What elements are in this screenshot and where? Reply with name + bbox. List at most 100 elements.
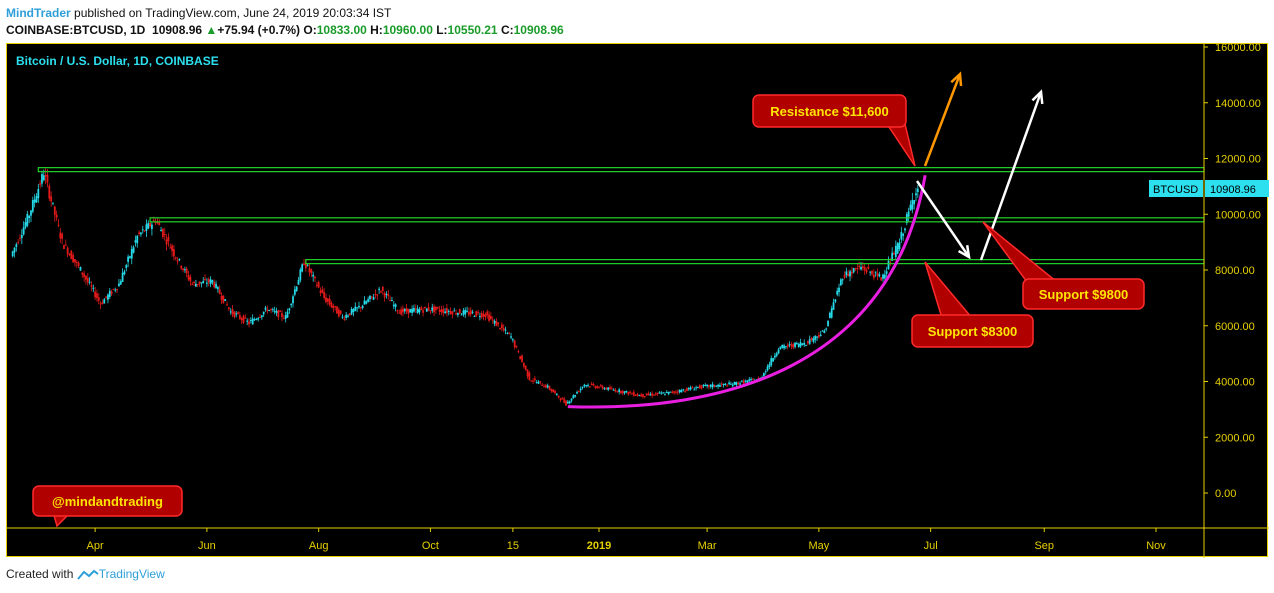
candle-body [213,282,216,288]
candle-body [915,193,917,196]
candle-body [70,250,73,260]
candle-body [50,196,53,202]
candle-body [308,268,311,273]
candle-body [189,276,192,282]
candle-body [11,251,14,257]
candle-body [99,303,102,305]
candle-body [521,355,523,362]
candle-body [625,390,628,392]
candle-body [744,380,747,382]
handle-callout-box [32,485,183,517]
candle-body [321,289,324,293]
candle-body [348,313,351,316]
candle-body [284,315,287,319]
bullish-arrow-white-shaft [979,91,1043,261]
candle-body [325,297,327,302]
candle-body [257,318,260,320]
candle-body [447,310,450,312]
candle-body [645,393,648,396]
candle-body [107,294,109,300]
candle-body [473,316,476,318]
candle-body [594,386,597,388]
candle-body [173,249,175,257]
candle-body [347,315,349,317]
candle-body [664,394,666,396]
candle-body [504,329,507,331]
candle-body [828,312,831,318]
candle-body [200,282,203,284]
candle-body [165,239,168,245]
candle-body [854,268,857,270]
bullish-arrow-orange [923,71,963,167]
resistance-callout-box [752,94,907,128]
candle-body [306,264,309,266]
candle-body [123,271,126,275]
candle-body [233,311,236,318]
candle-body [251,318,254,325]
candle-body [766,366,769,371]
candle-body [339,310,342,314]
candle-body [737,382,740,385]
candle-body [169,247,172,249]
candle-body [400,309,403,315]
ohlc-line: COINBASE:BTCUSD, 1D 10908.96 ▲+75.94 (+0… [6,23,564,37]
candle-body [184,269,186,271]
candle-body [614,389,617,392]
candle-body [216,287,219,290]
support-9800-callout: Support $9800 [982,221,1145,310]
candle-body [31,199,34,212]
candle-body [114,289,117,291]
candle-body [359,307,362,309]
candle-body [792,344,795,348]
candle-body [713,384,716,387]
candle-body [315,284,318,286]
candle-body [416,308,419,313]
support-8300-callout: Support $8300 [911,261,1034,348]
candle-body [728,382,730,385]
candle-body [620,390,622,394]
candle-body [204,278,206,280]
candle-body [260,315,263,318]
candle-body [557,395,560,398]
candle-body [849,271,851,277]
candle-body [427,307,430,311]
candle-body [154,221,157,224]
candle-body [836,290,839,295]
candle-body [381,286,384,291]
candle-body [86,277,89,283]
candle-body [198,281,201,285]
candle-body [79,266,82,271]
y-tick-label: 14000.00 [1215,98,1261,110]
candle-body [596,386,599,389]
candle-body [374,293,377,295]
author-name[interactable]: MindTrader [6,6,71,20]
candle-body [17,242,20,244]
level-9800 [149,217,1205,223]
price-chart[interactable]: Resistance $11,600 Support $9800 Support $… [7,44,1269,558]
candle-body [574,395,577,397]
candle-body [532,380,534,382]
candle-body [145,224,148,231]
candle-body [572,395,575,399]
candle-body [748,379,751,382]
candle-body [125,265,128,268]
candle-body [96,293,98,299]
candle-body [495,321,498,327]
candle-body [671,391,674,393]
candle-body [704,385,707,387]
candle-body [63,245,65,249]
candle-body [94,291,97,298]
candle-body [176,260,179,262]
price-tag: BTCUSD 10908.96 [1149,180,1269,197]
candle-body [22,227,25,235]
support-9800-callout-text: Support $9800 [1039,287,1129,302]
chart-area[interactable]: Resistance $11,600 Support $9800 Support $… [6,43,1269,558]
candle-body [653,394,655,396]
candle-body [64,244,67,246]
candle-body [607,387,610,390]
footer-brand[interactable]: TradingView [98,567,165,581]
candle-body [568,401,571,404]
last-price: 10908.96 [152,23,203,37]
level-11600 [37,167,1205,173]
candle-body [194,283,197,287]
